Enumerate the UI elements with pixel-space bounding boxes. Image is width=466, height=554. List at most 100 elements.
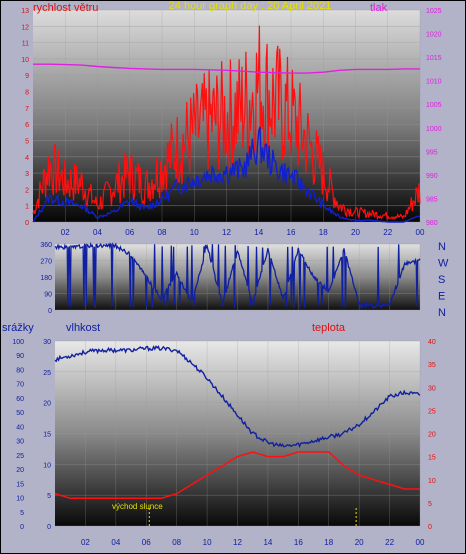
wind-speed-tick: 10 <box>21 57 29 64</box>
humidity-x-tick: 22 <box>385 538 394 547</box>
wind-speed-tick: 6 <box>25 122 29 129</box>
gust-series-line <box>32 25 421 221</box>
humidity-series-line <box>54 345 421 449</box>
rain-tick: 30 <box>16 439 24 446</box>
wind-speed-tick: 0 <box>25 220 29 227</box>
wind-x-tick: 22 <box>383 228 392 237</box>
wind-speed-label: rychlost větru <box>33 2 98 14</box>
humidity-tick: 5 <box>47 493 51 500</box>
humidity-x-tick: 16 <box>294 538 303 547</box>
wind-x-tick: 20 <box>351 228 360 237</box>
rain-tick: 70 <box>16 382 24 389</box>
humidity-x-tick: 02 <box>81 538 90 547</box>
temperature-tick: 40 <box>428 339 436 346</box>
temperature-tick: 30 <box>428 385 436 392</box>
wind-x-tick: 08 <box>158 228 167 237</box>
humidity-tick: 30 <box>43 339 51 346</box>
pressure-series-line <box>33 63 420 74</box>
rain-label: srážky <box>2 322 34 334</box>
wind-x-tick: 02 <box>61 228 70 237</box>
wind-x-tick: 12 <box>222 228 231 237</box>
pressure-tick: 1010 <box>426 79 442 86</box>
rain-tick: 15 <box>16 481 24 488</box>
sunrise-label: východ slunce <box>112 502 163 511</box>
pressure-tick: 1005 <box>426 102 442 109</box>
direction-tick: 0 <box>48 308 52 315</box>
wind-speed-tick: 12 <box>21 24 29 31</box>
wind-x-tick: 04 <box>93 228 102 237</box>
wind-speed-tick: 13 <box>21 8 29 15</box>
pressure-tick: 1025 <box>426 8 442 15</box>
temperature-series-line <box>54 451 420 500</box>
compass-label: S <box>438 274 445 286</box>
direction-tick: 360 <box>40 242 52 249</box>
wind-speed-tick: 9 <box>25 73 29 80</box>
wind-speed-tick: 8 <box>25 90 29 97</box>
humidity-x-tick: 04 <box>111 538 120 547</box>
rain-tick: 0 <box>20 524 24 531</box>
humidity-tick: 20 <box>43 401 51 408</box>
direction-tick: 90 <box>44 292 52 299</box>
humidity-x-tick: 10 <box>203 538 212 547</box>
rain-tick: 40 <box>16 424 24 431</box>
temperature-label: teplota <box>312 322 346 334</box>
direction-tick: 180 <box>40 275 52 282</box>
compass-label: N <box>438 241 446 253</box>
rain-tick: 5 <box>20 510 24 517</box>
wind-x-tick: 16 <box>287 228 296 237</box>
compass-label: N <box>438 307 446 319</box>
wind-speed-tick: 7 <box>25 106 29 113</box>
temperature-tick: 25 <box>428 408 436 415</box>
pressure-tick: 990 <box>426 173 438 180</box>
rain-tick: 100 <box>12 339 24 346</box>
average-series-line <box>32 126 421 223</box>
wind-speed-tick: 5 <box>25 138 29 145</box>
rain-tick: 20 <box>16 467 24 474</box>
humidity-x-tick: 00 <box>416 538 425 547</box>
compass-label: W <box>438 258 449 270</box>
rain-tick: 60 <box>16 396 24 403</box>
humidity-x-tick: 20 <box>355 538 364 547</box>
temperature-tick: 35 <box>428 362 436 369</box>
temperature-tick: 10 <box>428 478 436 485</box>
temperature-tick: 20 <box>428 432 436 439</box>
compass-label: E <box>438 291 445 303</box>
wind-x-tick: 18 <box>319 228 328 237</box>
humidity-tick: 10 <box>43 462 51 469</box>
pressure-tick: 1020 <box>426 32 442 39</box>
wind-x-tick: 14 <box>254 228 263 237</box>
rain-tick: 50 <box>16 410 24 417</box>
wind-speed-tick: 11 <box>22 41 29 48</box>
wind-speed-tick: 3 <box>25 171 29 178</box>
temperature-tick: 5 <box>428 501 432 508</box>
pressure-tick: 980 <box>426 220 438 227</box>
humidity-x-tick: 08 <box>172 538 181 547</box>
humidity-x-tick: 18 <box>324 538 333 547</box>
wind-x-tick: 10 <box>190 228 199 237</box>
wind-x-tick: 06 <box>125 228 134 237</box>
wind-speed-tick: 1 <box>25 204 29 211</box>
humidity-x-tick: 14 <box>263 538 272 547</box>
humidity-tick: 0 <box>47 524 51 531</box>
humidity-x-tick: 12 <box>233 538 242 547</box>
rain-tick: 10 <box>16 496 24 503</box>
pressure-tick: 1015 <box>426 55 442 62</box>
rain-tick: 90 <box>16 353 24 360</box>
rain-tick: 80 <box>16 367 24 374</box>
humidity-x-tick: 06 <box>142 538 151 547</box>
temperature-tick: 0 <box>428 524 432 531</box>
rain-tick: 25 <box>16 453 24 460</box>
wind-speed-tick: 4 <box>25 155 29 162</box>
humidity-tick: 25 <box>43 370 51 377</box>
pressure-label: tlak <box>370 2 388 14</box>
wind-x-tick: 00 <box>416 228 425 237</box>
pressure-tick: 985 <box>426 196 438 203</box>
wind-speed-tick: 2 <box>25 187 29 194</box>
humidity-tick: 15 <box>43 432 51 439</box>
direction-series-line <box>54 241 421 310</box>
temperature-tick: 15 <box>428 455 436 462</box>
direction-tick: 270 <box>40 259 52 266</box>
humidity-label: vlhkost <box>66 322 100 334</box>
pressure-tick: 1000 <box>426 126 442 133</box>
